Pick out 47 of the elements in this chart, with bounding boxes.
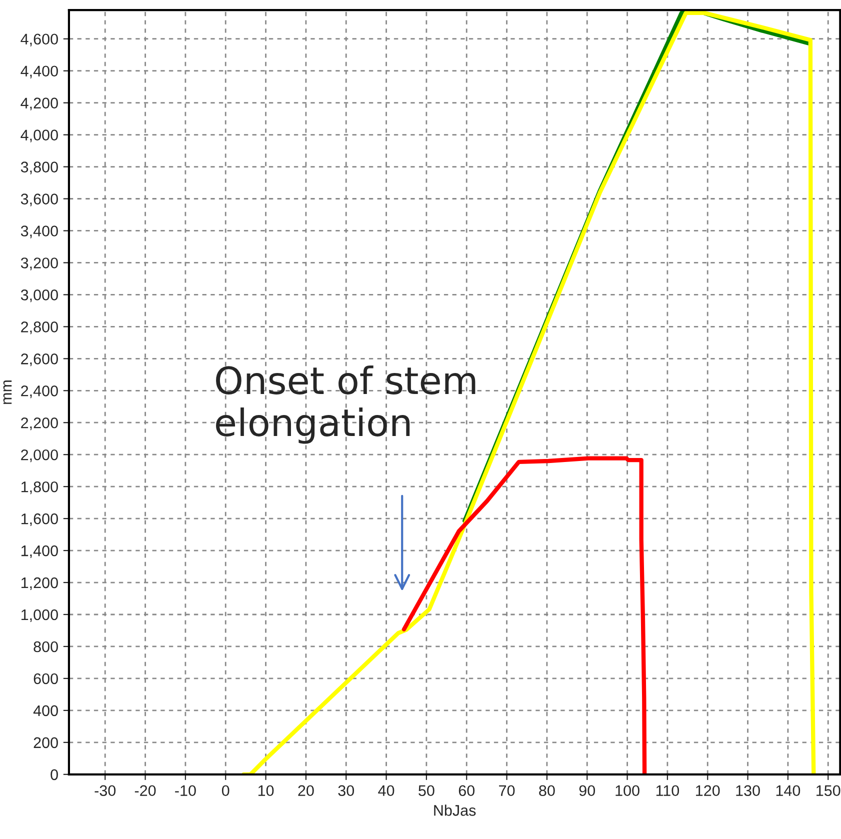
x-tick-label: -30 [94,785,116,796]
x-tick-label: 120 [696,785,720,796]
annotation: Onset of stem elongation [216,365,476,444]
y-tick-label: 1,600 [21,513,58,526]
x-axis-title: NbJas [434,804,476,816]
y-tick-label: 2,800 [21,322,58,334]
x-tick-label: 50 [418,785,434,796]
y-axis-title: mm [3,380,12,404]
x-tick-label: 140 [776,785,800,796]
y-tick-label: 3,800 [20,162,58,174]
y-tick-label: 400 [33,705,58,716]
y-tick-label: 2,200 [21,417,58,430]
y-tick-label: 200 [34,737,58,748]
x-tick-label: 130 [736,785,760,796]
y-tick-label: 1,200 [21,577,58,590]
y-tick-label: 800 [34,641,58,652]
y-tick-label: 4,000 [20,130,58,142]
x-tick-label: -20 [134,785,156,796]
x-tick-label: 40 [378,785,394,796]
x-tick-label: 110 [656,785,680,796]
x-tick-label: 90 [579,785,596,796]
x-tick-label: -10 [175,785,196,796]
y-tick-label: 2,600 [21,354,58,366]
y-tick-label: 0 [50,769,58,780]
y-tick-label: 3,400 [20,226,58,238]
y-tick-label: 4,400 [20,66,58,78]
y-tick-label: 4,200 [20,98,58,110]
y-tick-label: 4,600 [20,34,58,46]
y-tick-label: 3,000 [20,290,58,302]
x-tick-label: 100 [616,785,640,796]
y-tick-label: 3,600 [20,194,58,206]
x-tick-label: 60 [458,785,475,796]
y-tick-label: 1,800 [21,481,58,494]
x-tick-label: 30 [338,785,354,796]
x-tick-label: 150 [816,785,840,796]
x-tick-label: 10 [258,785,274,796]
x-tick-label: 80 [539,785,555,796]
y-tick-label: 600 [34,673,58,684]
y-tick-label: 1,400 [21,545,58,558]
y-tick-label: 2,000 [21,449,58,462]
y-tick-label: 3,200 [20,258,58,270]
x-tick-label: 0 [222,785,230,796]
y-tick-label: 2,400 [21,386,58,398]
x-tick-label: 20 [298,785,314,796]
line-series [402,456,647,774]
x-tick-label: 70 [499,785,515,796]
y-tick-label: 1,000 [21,609,58,622]
